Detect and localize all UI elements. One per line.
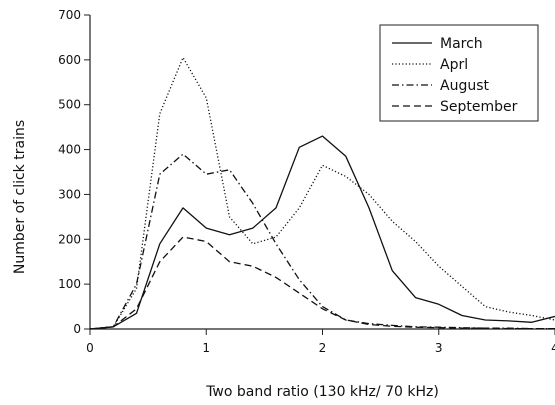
x-tick-label: 3	[435, 341, 443, 355]
y-axis-title: Number of click trains	[12, 120, 28, 274]
legend-box	[379, 24, 539, 122]
x-tick-label: 2	[319, 341, 327, 355]
x-tick-label: 1	[202, 341, 210, 355]
series-line-march	[89, 135, 555, 330]
y-tick-label: 600	[58, 53, 81, 67]
series-lines	[89, 56, 555, 330]
legend: March Aprl August September	[379, 24, 539, 122]
x-tick-label: 4	[551, 341, 555, 355]
y-tick-label: 100	[58, 277, 81, 291]
axis-ticks: 0 100 200 300 400 500 600 700 0 1 2 3 4	[58, 8, 555, 355]
y-tick-label: 300	[58, 187, 81, 201]
series-line-august	[89, 153, 555, 330]
y-tick-label: 700	[58, 8, 81, 22]
legend-label: September	[440, 99, 518, 115]
y-tick-label: 400	[58, 143, 81, 157]
y-tick-label: 500	[58, 98, 81, 112]
x-tick-label: 0	[86, 341, 94, 355]
y-tick-label: 0	[73, 322, 81, 336]
y-tick-label: 200	[58, 232, 81, 246]
series-line-september	[89, 236, 555, 330]
legend-label: Aprl	[440, 57, 468, 73]
legend-label: March	[440, 36, 483, 52]
legend-label: August	[440, 78, 490, 94]
x-axis-title: Two band ratio (130 kHz/ 70 kHz)	[205, 384, 439, 400]
